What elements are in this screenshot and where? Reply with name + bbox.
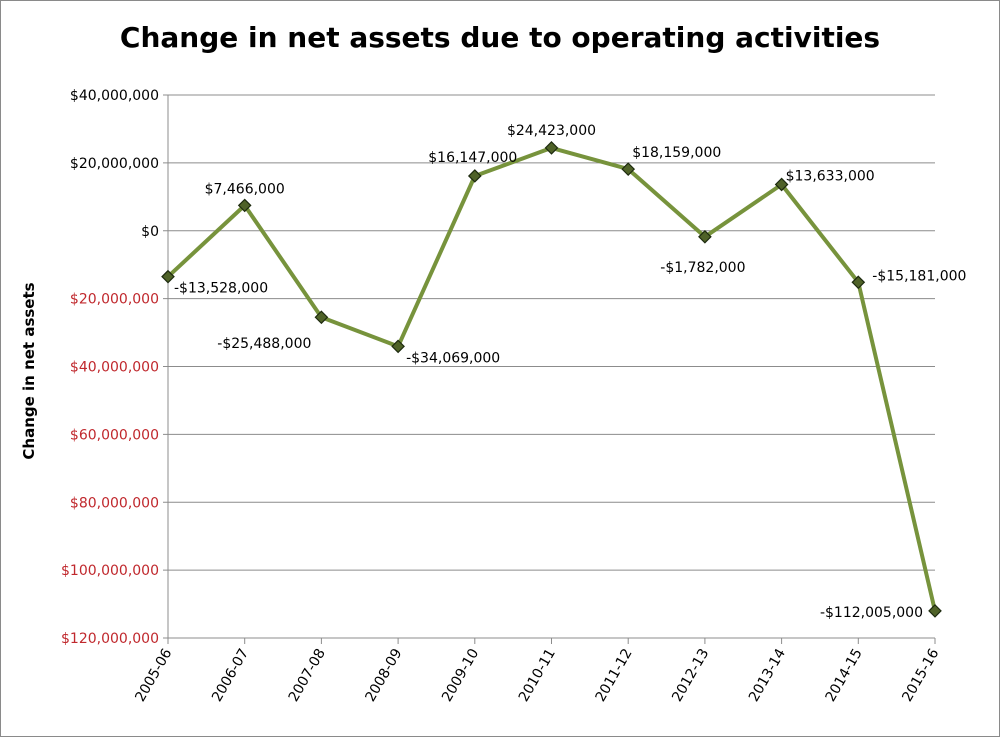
axes [163,94,936,644]
data-label: -$15,181,000 [872,268,966,284]
data-labels: -$13,528,000 $7,466,000 -$25,488,000 -$34,0… [174,123,966,621]
data-point-marker [851,275,866,290]
series-line [166,145,937,613]
data-label: -$1,782,000 [660,260,745,276]
x-tick-label: 2015-16 [899,646,942,705]
y-tick-label: $20,000,000 [70,156,159,172]
x-tick-label: 2009-10 [439,646,482,705]
x-tick-label: 2005-06 [132,646,175,705]
x-tick-label: 2008-09 [362,646,405,705]
y-tick-label: $120,000,000 [61,631,159,647]
y-tick-label: $60,000,000 [70,427,159,443]
data-point-marker [544,141,559,155]
y-tick-label: $20,000,000 [70,292,159,308]
x-tick-label: 2007-08 [286,646,329,705]
x-tick-label: 2010-11 [516,646,559,705]
data-point-marker [928,604,942,618]
gridlines [168,94,935,639]
data-label: -$25,488,000 [217,336,311,352]
data-point-marker [237,198,252,213]
data-label: $16,147,000 [428,150,517,166]
data-label: $18,159,000 [632,145,721,161]
data-point-marker [774,177,789,192]
data-label: -$13,528,000 [174,281,268,297]
x-tick-label: 2014-15 [823,646,866,705]
x-tick-labels: 2005-06 2006-07 2007-08 2008-09 2009-10 2010-… [132,646,942,705]
y-tick-label: $100,000,000 [61,563,159,579]
chart-title: Change in net assets due to operating ac… [119,21,881,54]
x-tick-label: 2011-12 [593,646,636,705]
data-label: -$112,005,000 [820,605,923,621]
y-tick-label: $0 [141,224,159,240]
data-label: $13,633,000 [786,168,875,184]
data-point-marker [161,269,175,284]
y-tick-label: $40,000,000 [70,360,159,376]
y-tick-label: $40,000,000 [70,88,159,104]
data-label: $7,466,000 [205,181,285,197]
data-point-marker [467,169,482,183]
data-point-marker [391,339,405,354]
data-point-marker [314,310,329,325]
y-tick-labels: $40,000,000 $20,000,000 $0 $20,000,000 $40,0… [61,88,159,647]
markers [161,141,942,618]
data-label: -$34,069,000 [406,350,500,366]
x-tick-label: 2013-14 [746,646,789,705]
x-tick-label: 2012-13 [669,646,712,705]
x-tick-label: 2006-07 [209,646,252,705]
data-point-marker [698,229,712,244]
y-tick-label: $80,000,000 [70,495,159,511]
data-point-marker [621,162,636,176]
data-label: $24,423,000 [507,123,596,139]
series [166,145,937,613]
